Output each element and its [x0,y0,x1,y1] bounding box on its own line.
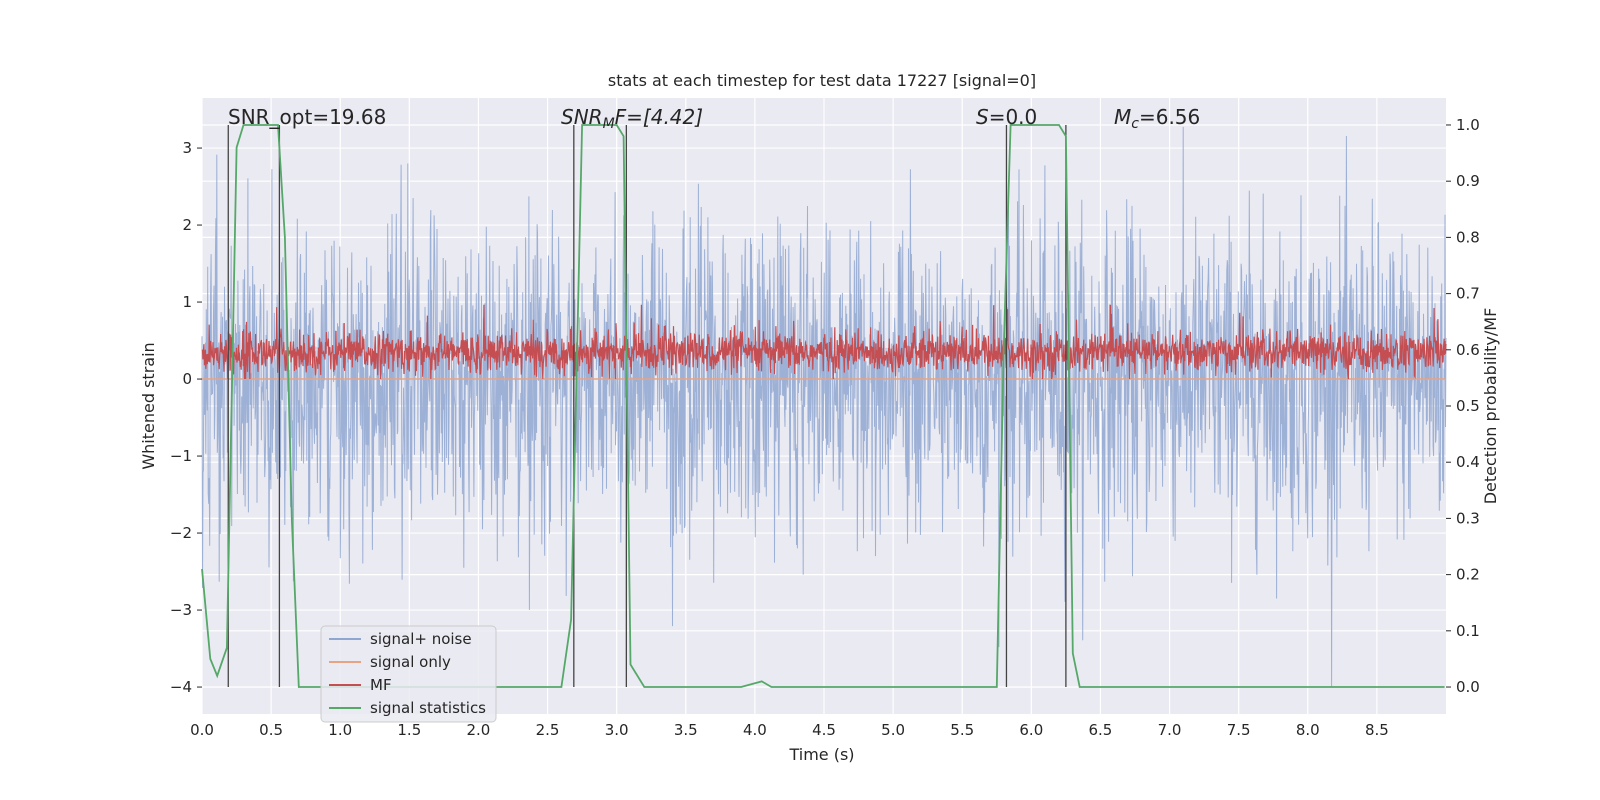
x-tick-label: 1.0 [328,721,352,739]
y-axis-label: Whitened strain [139,342,158,469]
x-tick-label: 3.0 [605,721,629,739]
y-tick-label: 0 [182,370,192,388]
y-tick-label: 2 [182,216,192,234]
x-tick-label: 7.0 [1158,721,1182,739]
y2-tick-label: 0.0 [1456,678,1480,696]
legend-box [320,625,497,723]
y2-tick-label: 0.9 [1456,172,1480,190]
y2-tick-label: 0.5 [1456,397,1480,415]
series-mf [201,304,1447,380]
annotation-mc-symbol: M [1114,105,1131,129]
legend-label-mf: MF [370,676,392,694]
y-tick-label: 3 [182,139,192,157]
x-tick-label: 0.0 [190,721,214,739]
legend: signal+ noise signal only MF signal stat… [320,625,497,723]
annotation-mc-sub: c [1131,116,1139,132]
y-tick-label: −2 [170,524,192,542]
legend-label-signal-only: signal only [370,653,451,671]
x-tick-label: 7.5 [1227,721,1251,739]
y2-tick-label: 0.3 [1456,509,1480,527]
y2-tick-label: 0.4 [1456,453,1480,471]
y2-tick-label: 1.0 [1456,116,1480,134]
x-tick-label: 6.0 [1019,721,1043,739]
x-tick-label: 4.5 [812,721,836,739]
annotation-snr-opt: SNR_opt=19.68 [228,105,386,129]
y2-tick-label: 0.1 [1456,622,1480,640]
series-signal-statistics [201,124,1445,688]
y2-tick-label: 0.7 [1456,285,1480,303]
y-tick-label: −1 [170,447,192,465]
x-tick-label: 5.5 [950,721,974,739]
y-tick-label: 1 [182,293,192,311]
x-tick-label: 5.0 [881,721,905,739]
legend-label-signal-noise: signal+ noise [370,630,472,648]
axes-layer: 0.0 0.5 1.0 1.5 2.0 2.5 3.0 3.5 4.0 4.5 5.0 5.5 6.0 6… [170,116,1480,739]
x-tick-label: 6.5 [1089,721,1113,739]
annotation-snr-mf-rest: F=[4.42] [615,105,703,129]
plot-area [201,98,1447,714]
x-tick-label: 1.5 [397,721,421,739]
annotation-s-rest: =0.0 [989,105,1038,129]
x-tick-label: 8.0 [1296,721,1320,739]
y2-tick-label: 0.8 [1456,228,1480,246]
annotation-s: S=0.0 [976,105,1037,129]
x-tick-label: 2.0 [467,721,491,739]
annotation-snr-mf-sub: M [603,116,615,132]
legend-label-signal-statistics: signal statistics [370,699,486,717]
annotation-snr-mf-symbol: SNR [561,105,603,129]
x-tick-label: 3.5 [674,721,698,739]
annotation-snr-mf: SNRMF=[4.42] [561,105,703,132]
x-tick-label: 0.5 [259,721,283,739]
y2-tick-label: 0.6 [1456,341,1480,359]
annotation-mc: Mc=6.56 [1114,105,1200,132]
x-tick-label: 2.5 [536,721,560,739]
series-signal-noise [201,126,1447,688]
x-tick-label: 4.0 [743,721,767,739]
annotation-s-symbol: S [976,105,989,129]
y-tick-label: −4 [170,678,192,696]
x-axis-label: Time (s) [788,745,854,764]
y-tick-label: −3 [170,601,192,619]
y2-tick-label: 0.2 [1456,566,1480,584]
chart-title: stats at each timestep for test data 172… [608,71,1036,90]
y2-axis-label: Detection probability/MF [1481,308,1500,505]
x-tick-label: 8.5 [1365,721,1389,739]
annotation-mc-rest: =6.56 [1139,105,1200,129]
